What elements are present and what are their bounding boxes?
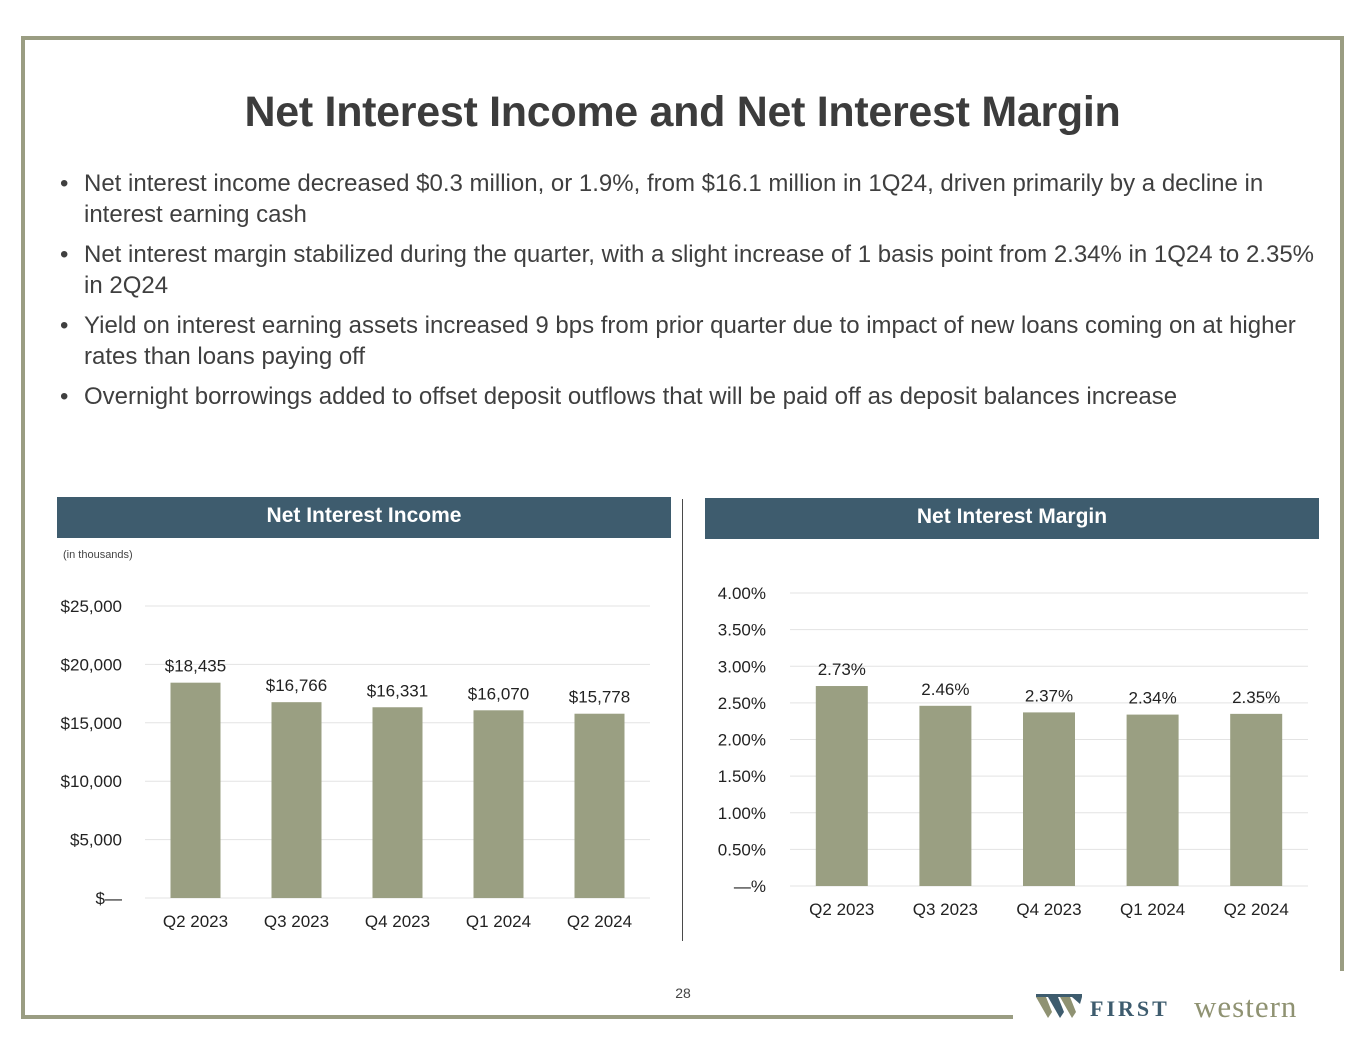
data-label: 2.37% [1025, 686, 1073, 705]
x-tick-label: Q3 2023 [264, 912, 329, 931]
y-tick-label: 1.50% [718, 767, 766, 786]
bar [1230, 713, 1283, 886]
y-tick-label: —% [734, 877, 766, 896]
y-tick-label: 1.00% [718, 804, 766, 823]
y-tick-label: $10,000 [61, 772, 122, 791]
y-tick-label: 3.00% [718, 657, 766, 676]
data-label: $16,766 [266, 676, 327, 695]
frame-right-border [1340, 36, 1344, 971]
frame-bottom-border [21, 1015, 1013, 1019]
x-tick-label: Q1 2024 [466, 912, 531, 931]
data-label: $16,331 [367, 681, 428, 700]
y-tick-label: $20,000 [61, 655, 122, 674]
data-label: 2.73% [818, 660, 866, 679]
bullet-item: Overnight borrowings added to offset dep… [60, 381, 1320, 412]
page-number: 28 [675, 985, 691, 1001]
x-tick-label: Q4 2023 [1016, 900, 1081, 919]
y-tick-label: 2.00% [718, 731, 766, 750]
x-tick-label: Q3 2023 [913, 900, 978, 919]
y-tick-label: $— [96, 889, 122, 908]
bar [1126, 714, 1179, 886]
company-logo: FIRST western [1036, 989, 1346, 1024]
panel-divider [682, 499, 683, 941]
bar [1023, 712, 1075, 886]
x-tick-label: Q2 2024 [567, 912, 632, 931]
data-label: 2.35% [1232, 688, 1280, 707]
y-tick-label: $15,000 [61, 714, 122, 733]
data-label: 2.34% [1128, 689, 1176, 708]
bar [170, 682, 221, 898]
data-label: $16,070 [468, 684, 529, 703]
nii-panel-header: Net Interest Income [57, 497, 671, 538]
x-tick-label: Q2 2023 [163, 912, 228, 931]
logo-western-text: western [1194, 989, 1298, 1024]
y-tick-label: 3.50% [718, 621, 766, 640]
nim-panel-header: Net Interest Margin [705, 498, 1319, 539]
y-tick-label: 0.50% [718, 840, 766, 859]
x-tick-label: Q2 2024 [1224, 900, 1289, 919]
bar [574, 713, 625, 898]
bar [919, 705, 972, 886]
logo-w-icon [1036, 994, 1082, 1018]
data-label: $15,778 [569, 688, 630, 707]
bar [815, 686, 868, 886]
frame-top-border [21, 36, 1344, 40]
y-tick-label: $5,000 [70, 831, 122, 850]
bullet-item: Yield on interest earning assets increas… [60, 310, 1320, 372]
x-tick-label: Q4 2023 [365, 912, 430, 931]
bullet-list: Net interest income decreased $0.3 milli… [60, 168, 1320, 421]
data-label: $18,435 [165, 657, 226, 676]
bullet-item: Net interest income decreased $0.3 milli… [60, 168, 1320, 230]
bar [372, 707, 423, 898]
slide-title: Net Interest Income and Net Interest Mar… [244, 88, 1121, 136]
bar [271, 702, 322, 898]
y-tick-label: 4.00% [718, 584, 766, 603]
y-tick-label: $25,000 [61, 597, 122, 616]
x-tick-label: Q1 2024 [1120, 900, 1185, 919]
data-label: 2.46% [921, 680, 969, 699]
logo-first-text: FIRST [1090, 996, 1170, 1021]
y-tick-label: 2.50% [718, 694, 766, 713]
frame-left-border [21, 36, 25, 1019]
x-tick-label: Q2 2023 [809, 900, 874, 919]
bullet-item: Net interest margin stabilized during th… [60, 239, 1320, 301]
units-note: (in thousands) [63, 549, 133, 561]
bar [473, 710, 524, 898]
